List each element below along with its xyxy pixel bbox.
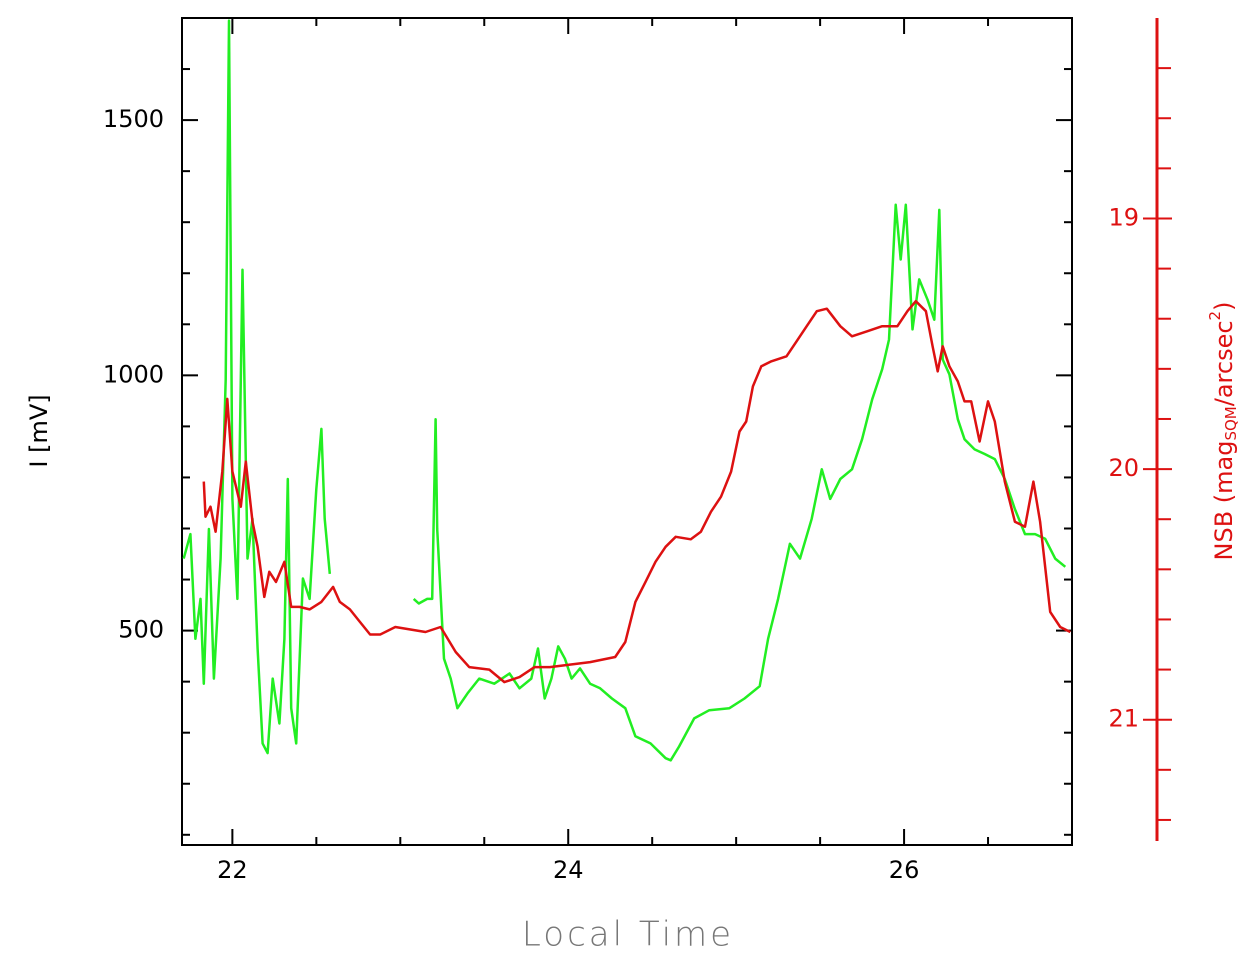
y2-axis-title-part: 2 <box>1206 311 1224 321</box>
y-axis-title: I [mV] <box>25 394 53 467</box>
series-line <box>182 19 1067 762</box>
y2-axis-title-part: ) <box>1210 302 1238 311</box>
y2-tick-label: 19 <box>1108 203 1139 231</box>
x-tick-label: 26 <box>889 856 920 884</box>
y2-axis-title-part: NSB (mag <box>1210 441 1238 561</box>
plot-frame <box>181 17 1073 846</box>
y-tick-label: 1500 <box>103 105 164 133</box>
y2-tick-label: 20 <box>1108 454 1139 482</box>
y-tick-label: 1000 <box>103 360 164 388</box>
series-line <box>202 299 1071 684</box>
x-tick-label: 22 <box>217 856 248 884</box>
y2-tick-label: 21 <box>1108 705 1139 733</box>
y2-axis-title-part: SQM <box>1222 406 1240 440</box>
x-axis-title: Local Time <box>522 915 734 955</box>
y2-axis-title: NSB (magSQM/arcsec2) <box>1206 302 1240 561</box>
x-tick-label: 24 <box>553 856 584 884</box>
y2-axis-title-part: /arcsec <box>1210 320 1238 406</box>
y-tick-label: 500 <box>118 616 164 644</box>
